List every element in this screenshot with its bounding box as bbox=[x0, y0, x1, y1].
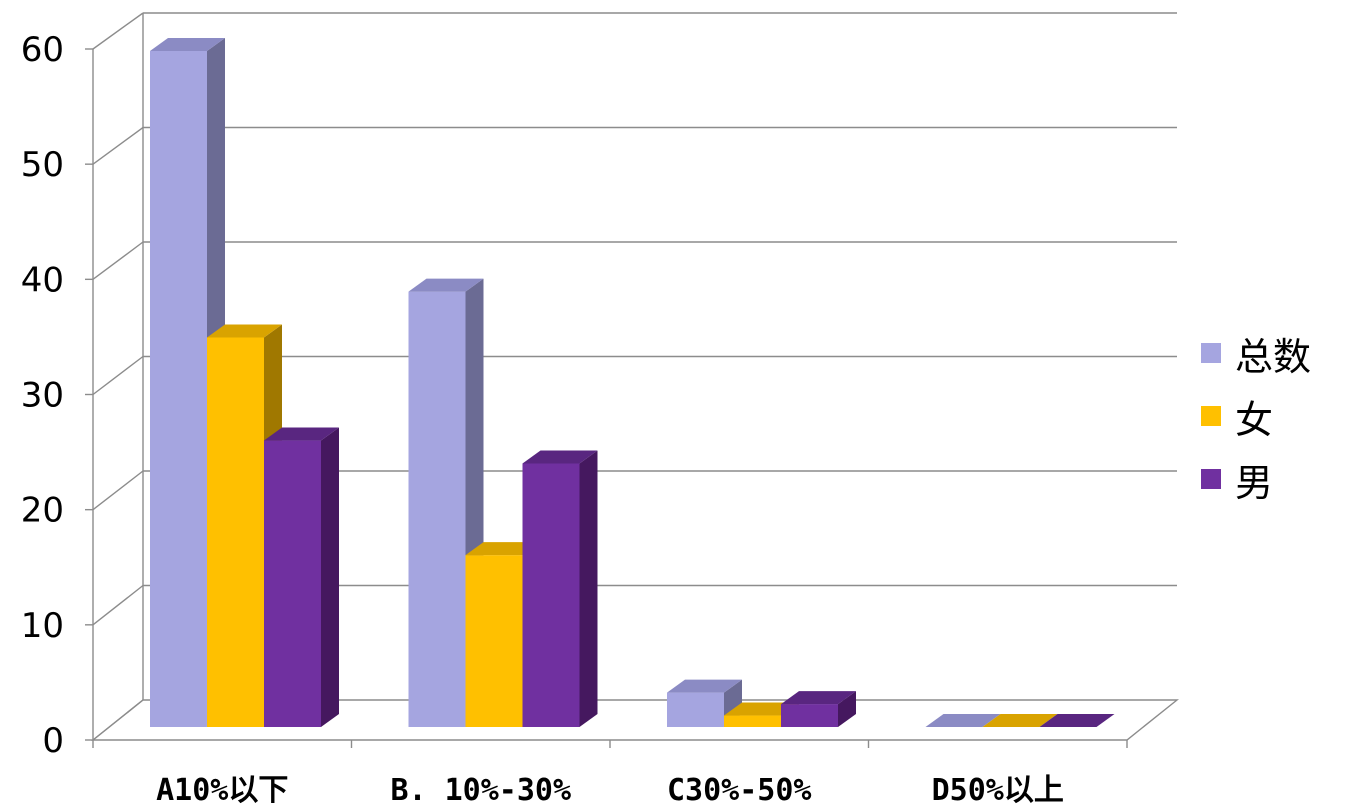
y-tick-label: 20 bbox=[21, 491, 64, 531]
x-tick-label: B. 10%-30% bbox=[390, 773, 571, 808]
legend-label: 男 bbox=[1235, 461, 1273, 505]
legend-item: 男 bbox=[1201, 461, 1273, 505]
bar bbox=[1039, 714, 1115, 727]
bar-top bbox=[667, 679, 742, 693]
bar-front bbox=[408, 291, 466, 727]
axis-layer bbox=[85, 48, 1128, 748]
bar-top bbox=[522, 450, 598, 464]
bar bbox=[982, 714, 1058, 727]
bar-top bbox=[150, 38, 225, 51]
bar-front bbox=[522, 463, 580, 727]
bar bbox=[781, 691, 856, 727]
side-gridline bbox=[92, 241, 144, 280]
side-gridline bbox=[92, 470, 144, 511]
side-gridline bbox=[92, 126, 144, 165]
bar-top bbox=[465, 542, 541, 556]
bar-top bbox=[207, 324, 282, 338]
y-tick-label: 40 bbox=[21, 260, 64, 300]
bar-top bbox=[925, 714, 1001, 727]
bar-side bbox=[838, 691, 856, 727]
bar bbox=[264, 427, 339, 727]
bar-top bbox=[408, 278, 484, 292]
floor-layer bbox=[91, 699, 1179, 741]
side-gridline bbox=[92, 355, 144, 396]
bar-front bbox=[724, 715, 781, 727]
bar-top bbox=[724, 702, 799, 716]
legend-label: 总数 bbox=[1235, 335, 1311, 379]
bar-front bbox=[781, 704, 838, 727]
bar-top bbox=[264, 427, 339, 441]
legend-swatch bbox=[1201, 406, 1221, 426]
x-tick-label: C30%-50% bbox=[667, 773, 812, 808]
x-tick-label: D50%以上 bbox=[932, 773, 1064, 808]
y-tick-label: 10 bbox=[21, 606, 64, 646]
legend-item: 总数 bbox=[1201, 335, 1311, 379]
floor bbox=[91, 699, 1179, 741]
x-tick-label: A10%以下 bbox=[156, 773, 288, 808]
legend-item: 女 bbox=[1201, 398, 1273, 442]
side-gridline bbox=[92, 12, 144, 50]
legend-swatch bbox=[1201, 343, 1221, 363]
y-tick-label: 30 bbox=[21, 376, 64, 416]
bar-top bbox=[781, 691, 856, 705]
y-tick-label: 60 bbox=[21, 30, 64, 70]
bar-side bbox=[321, 427, 339, 727]
bar-front bbox=[465, 555, 523, 727]
bars-layer bbox=[150, 38, 1115, 727]
labels-layer: 0 10 20 30 40 50 60 A10%以下 B. 10%-30% C30%-50% D50… bbox=[21, 30, 1064, 808]
bar-front bbox=[207, 337, 264, 727]
bar bbox=[925, 714, 1001, 727]
bar-top bbox=[982, 714, 1058, 727]
bar bbox=[522, 450, 598, 727]
y-tick-label: 50 bbox=[21, 145, 64, 185]
legend-swatch bbox=[1201, 469, 1221, 489]
bar-side bbox=[579, 450, 598, 727]
bar-front bbox=[150, 51, 207, 727]
y-tick-label: 0 bbox=[42, 721, 64, 761]
bar-front bbox=[667, 692, 724, 727]
bar-top bbox=[1039, 714, 1115, 727]
bar-front bbox=[264, 440, 321, 727]
legend-label: 女 bbox=[1235, 398, 1273, 442]
side-gridline bbox=[92, 584, 144, 626]
